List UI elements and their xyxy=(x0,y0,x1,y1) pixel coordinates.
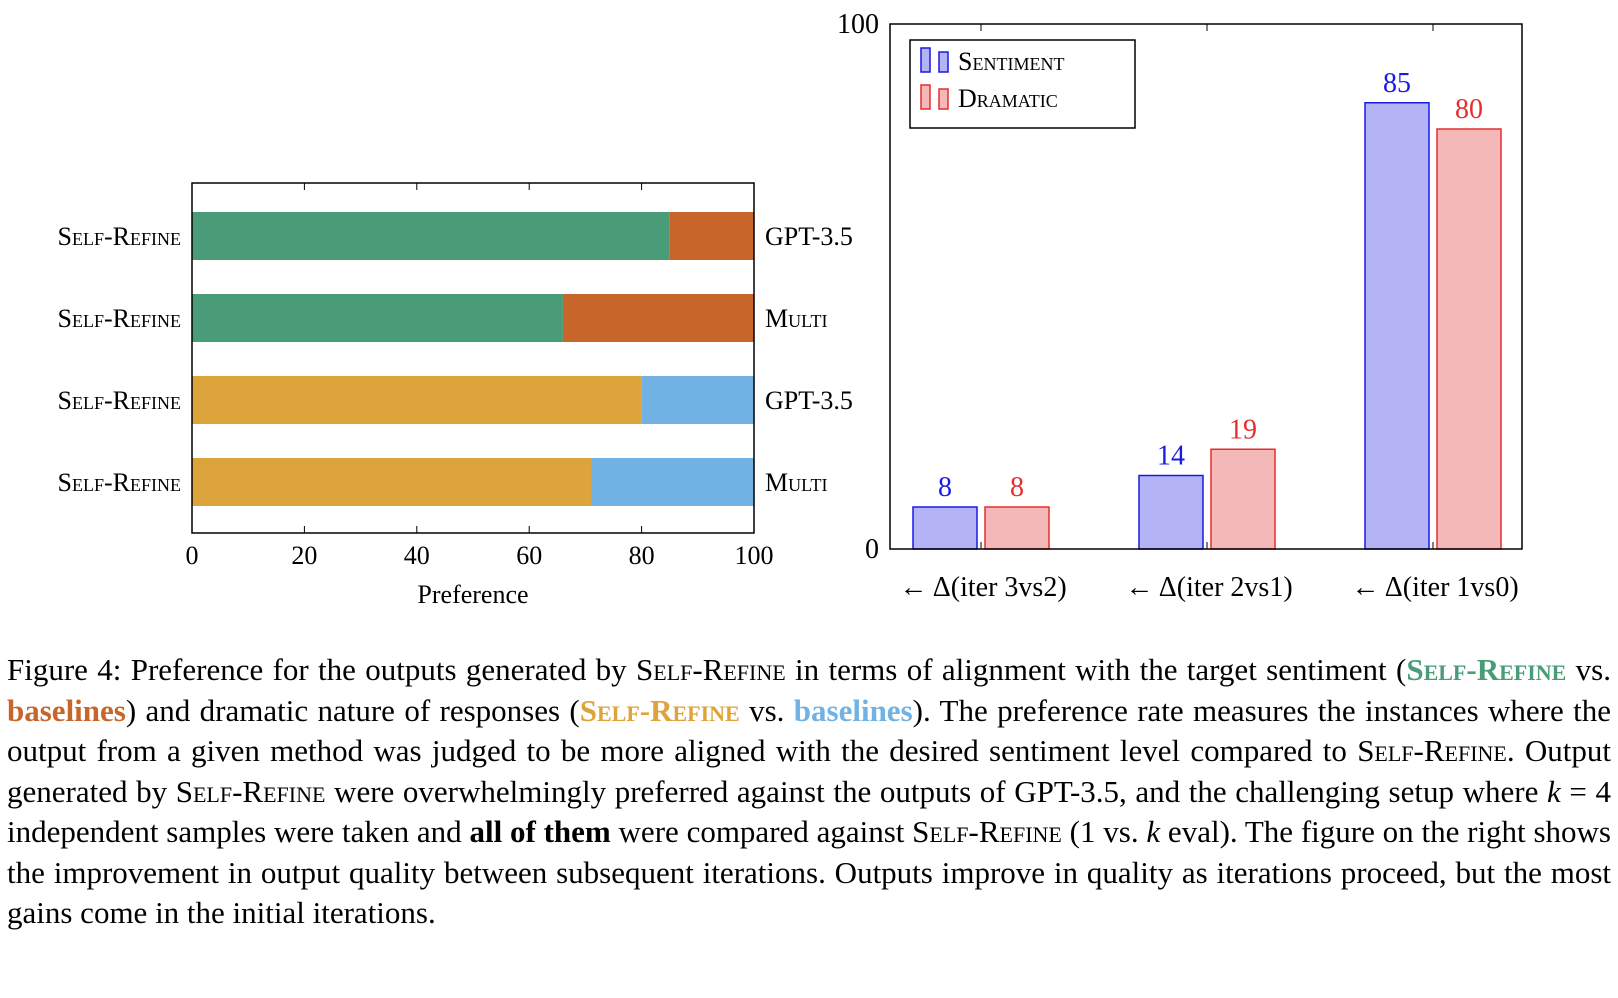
plot-frame xyxy=(191,182,755,534)
x-tick-label: 100 xyxy=(735,541,774,570)
bar-dramatic xyxy=(1210,448,1276,550)
legend-swatch xyxy=(920,47,931,73)
legend-label: Dramatic xyxy=(958,84,1058,113)
x-category-label: ← Δ(iter 3vs2) xyxy=(899,572,1066,603)
row-label-right: GPT-3.5 xyxy=(765,386,853,415)
caption-text: were compared against xyxy=(610,814,913,849)
method-name-gold: Self-Refine xyxy=(579,692,740,728)
bar-self-refine xyxy=(192,376,642,424)
y-tick-label: 100 xyxy=(837,9,879,40)
method-name: Self-Refine xyxy=(1357,733,1507,768)
legend-label: Sentiment xyxy=(958,47,1064,76)
figure-caption: Figure 4: Preference for the outputs gen… xyxy=(7,650,1611,934)
plot-frame xyxy=(889,23,1523,550)
data-label: 8 xyxy=(938,472,952,503)
caption-text: in terms of alignment with the target se… xyxy=(785,652,1407,687)
bar-sentiment xyxy=(1364,102,1430,550)
legend-swatch xyxy=(938,51,949,73)
bar-sentiment xyxy=(1138,474,1204,550)
data-label: 85 xyxy=(1383,68,1411,99)
bar-baseline xyxy=(562,294,754,342)
data-label: 14 xyxy=(1157,441,1185,472)
caption-lead: Figure 4: xyxy=(7,652,122,687)
caption-text: ). The preference rate measures the inst… xyxy=(7,692,1611,769)
x-tick-label: 40 xyxy=(404,541,430,570)
x-tick-label: 60 xyxy=(516,541,542,570)
baselines-blue: baselines xyxy=(793,692,913,728)
data-label: 19 xyxy=(1229,414,1257,445)
x-tick-label: 0 xyxy=(186,541,199,570)
method-name: Self-Refine xyxy=(912,814,1062,849)
caption-text: ) and dramatic nature of responses ( xyxy=(125,692,580,728)
row-label-right: Multi xyxy=(765,468,827,497)
caption-text: . Output generated by xyxy=(7,733,1611,809)
caption-text: (1 vs. xyxy=(1061,814,1147,849)
method-name: Self-Refine xyxy=(636,652,786,687)
x-axis-label: Preference xyxy=(417,580,528,609)
x-category-label: ← Δ(iter 2vs1) xyxy=(1125,572,1292,603)
data-label: 80 xyxy=(1455,94,1483,125)
y-tick-label: 0 xyxy=(865,534,879,565)
iteration-gain-bar-chart: 8 14 85 8 19 80 ← Δ(iter 3vs2) ← Δ(iter 2vs1) ← … xyxy=(837,9,1523,603)
math-k: k xyxy=(1546,773,1561,809)
legend-swatch xyxy=(920,84,931,110)
row-label-left: Self-Refine xyxy=(58,304,181,333)
method-name: Self-Refine xyxy=(175,773,326,809)
data-label: 8 xyxy=(1010,472,1024,503)
caption-text: eval). The figure on the right shows the… xyxy=(7,814,1611,930)
caption-text: = 4 independent samples were taken and xyxy=(7,773,1611,850)
baselines-orange: baselines xyxy=(7,692,126,728)
x-tick-label: 20 xyxy=(291,541,317,570)
row-label-right: Multi xyxy=(765,304,827,333)
bar-dramatic xyxy=(984,506,1050,550)
caption-text: were overwhelmingly preferred against th… xyxy=(325,773,1547,809)
row-label-left: Self-Refine xyxy=(58,386,181,415)
bar-sentiment xyxy=(912,506,978,550)
bar-self-refine xyxy=(192,458,592,506)
bar-self-refine xyxy=(192,212,670,260)
bar-baseline xyxy=(641,376,754,424)
x-tick-label: 80 xyxy=(629,541,655,570)
bar-self-refine xyxy=(192,294,563,342)
legend-swatch xyxy=(938,88,949,110)
bar-baseline xyxy=(669,212,754,260)
bar-dramatic xyxy=(1436,128,1502,550)
legend: Sentiment Dramatic xyxy=(909,39,1136,129)
caption-text: vs. xyxy=(1566,652,1611,687)
caption-text: Preference for the outputs generated by xyxy=(121,652,637,687)
figure-panel: Self-Refine GPT-3.5 Self-Refine Multi Self-R… xyxy=(58,9,1523,609)
x-category-label: ← Δ(iter 1vs0) xyxy=(1351,572,1518,603)
preference-bar-chart: Self-Refine GPT-3.5 Self-Refine Multi Self-R… xyxy=(58,182,853,609)
method-name-green: Self-Refine xyxy=(1406,652,1567,687)
caption-text: vs. xyxy=(739,692,794,728)
row-label-right: GPT-3.5 xyxy=(765,222,853,251)
emphasis: all of them xyxy=(469,814,611,849)
row-label-left: Self-Refine xyxy=(58,468,181,497)
math-k: k xyxy=(1146,814,1161,849)
row-label-left: Self-Refine xyxy=(58,222,181,251)
bar-baseline xyxy=(591,458,754,506)
